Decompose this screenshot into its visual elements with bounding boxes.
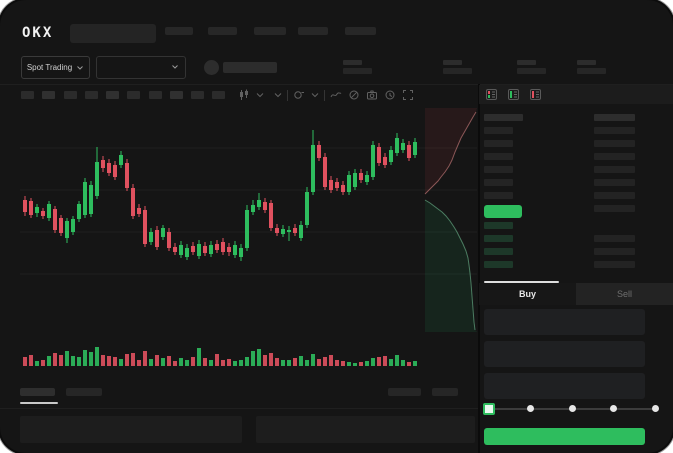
slider-handle[interactable] [652, 405, 659, 412]
orderbook-asks-icon[interactable] [530, 89, 541, 100]
ticker-stat-value [517, 68, 546, 74]
timeframe-button[interactable] [42, 91, 55, 99]
last-price-badge [484, 205, 522, 218]
header-divider [0, 84, 673, 85]
timeframe-button[interactable] [85, 91, 98, 99]
bid-price-bar[interactable] [484, 235, 513, 242]
fullscreen-icon[interactable] [402, 89, 414, 101]
trade-tabbar: Buy Sell [479, 283, 673, 305]
active-tab-indicator [484, 281, 559, 283]
orderbook-toolbar [479, 85, 673, 104]
chevron-down-icon [77, 65, 84, 70]
toolbar-divider [324, 90, 325, 101]
nav-item[interactable] [254, 27, 286, 35]
buy-tab-label: Buy [518, 289, 536, 299]
pair-dropdown[interactable] [96, 56, 186, 79]
timeframe-button[interactable] [170, 91, 183, 99]
nav-item[interactable] [298, 27, 328, 35]
buy-button[interactable] [484, 428, 645, 445]
bid-price-bar[interactable] [484, 222, 513, 229]
orderbook-amount-bar [594, 235, 635, 242]
ask-price-bar[interactable] [484, 166, 513, 173]
pair-name-placeholder [223, 62, 277, 73]
okx-logo: OKX [22, 25, 54, 41]
orderbook-amount-bar [594, 127, 635, 134]
orderbook-amount-bar [594, 140, 635, 147]
chevron-down-icon[interactable] [272, 89, 284, 101]
orders-tab[interactable] [20, 388, 55, 396]
orderbook-amount-bar [594, 261, 635, 268]
chevron-down-icon [172, 65, 178, 69]
ticker-stat-value [443, 68, 472, 74]
bid-price-bar[interactable] [484, 261, 513, 268]
eraser-icon[interactable] [348, 89, 360, 101]
orders-tab[interactable] [66, 388, 102, 396]
order-input-field[interactable] [484, 373, 645, 399]
timeframe-button[interactable] [106, 91, 119, 99]
chevron-down-icon[interactable] [254, 89, 266, 101]
orders-table-placeholder [256, 416, 475, 443]
ticker-stat-label [343, 60, 362, 65]
nav-item[interactable] [345, 27, 376, 35]
ticker-stat-value [577, 68, 606, 74]
orders-tab-indicator [20, 402, 58, 404]
clock-icon[interactable] [384, 89, 396, 101]
indicators-icon[interactable] [293, 89, 305, 101]
orders-action-button[interactable] [432, 388, 458, 396]
pair-icon [204, 60, 219, 75]
orderbook-header-amount [594, 114, 635, 121]
slider-handle[interactable] [569, 405, 576, 412]
orderbook-amount-bar [594, 205, 635, 212]
timeframe-button[interactable] [149, 91, 162, 99]
toolbar-divider [287, 90, 288, 101]
timeframe-button[interactable] [127, 91, 140, 99]
orders-action-button[interactable] [388, 388, 421, 396]
ticker-stat-value [343, 68, 372, 74]
orderbook-amount-bar [594, 248, 635, 255]
ticker-stat-label [443, 60, 462, 65]
bid-price-bar[interactable] [484, 248, 513, 255]
timeframe-button[interactable] [191, 91, 204, 99]
timeframe-button[interactable] [21, 91, 34, 99]
slider-handle[interactable] [610, 405, 617, 412]
order-input-field[interactable] [484, 309, 645, 335]
timeframe-button[interactable] [64, 91, 77, 99]
slider-handle[interactable] [527, 405, 534, 412]
search-input[interactable] [70, 24, 156, 43]
market-type-selector[interactable]: Spot Trading [21, 56, 90, 79]
order-input-field[interactable] [484, 341, 645, 367]
panel-divider [478, 84, 480, 453]
ticker-stat-label [517, 60, 536, 65]
orderbook-amount-bar [594, 153, 635, 160]
market-type-label: Spot Trading [26, 63, 73, 72]
sell-tab-label: Sell [616, 289, 632, 299]
nav-item[interactable] [208, 27, 237, 35]
timeframe-button[interactable] [212, 91, 225, 99]
tab-buy[interactable]: Buy [479, 283, 576, 305]
orderbook-amount-bar [594, 166, 635, 173]
ticker-stat-label [577, 60, 596, 65]
orderbook-amount-bar [594, 179, 635, 186]
trendline-icon[interactable] [330, 89, 342, 101]
bottom-divider [0, 408, 478, 409]
nav-item[interactable] [165, 27, 193, 35]
orderbook-header-price [484, 114, 523, 121]
tab-sell[interactable]: Sell [576, 283, 673, 305]
slider-handle[interactable] [483, 403, 495, 415]
orderbook-combined-icon[interactable] [486, 89, 497, 100]
ask-price-bar[interactable] [484, 179, 513, 186]
orderbook-bids-icon[interactable] [508, 89, 519, 100]
camera-icon[interactable] [366, 89, 378, 101]
orders-table-placeholder [20, 416, 242, 443]
candles-icon[interactable] [238, 89, 250, 101]
ask-price-bar[interactable] [484, 153, 513, 160]
orderbook-amount-bar [594, 192, 635, 199]
ask-price-bar[interactable] [484, 140, 513, 147]
ask-price-bar[interactable] [484, 127, 513, 134]
ask-price-bar[interactable] [484, 192, 513, 199]
chevron-down-icon[interactable] [309, 89, 321, 101]
